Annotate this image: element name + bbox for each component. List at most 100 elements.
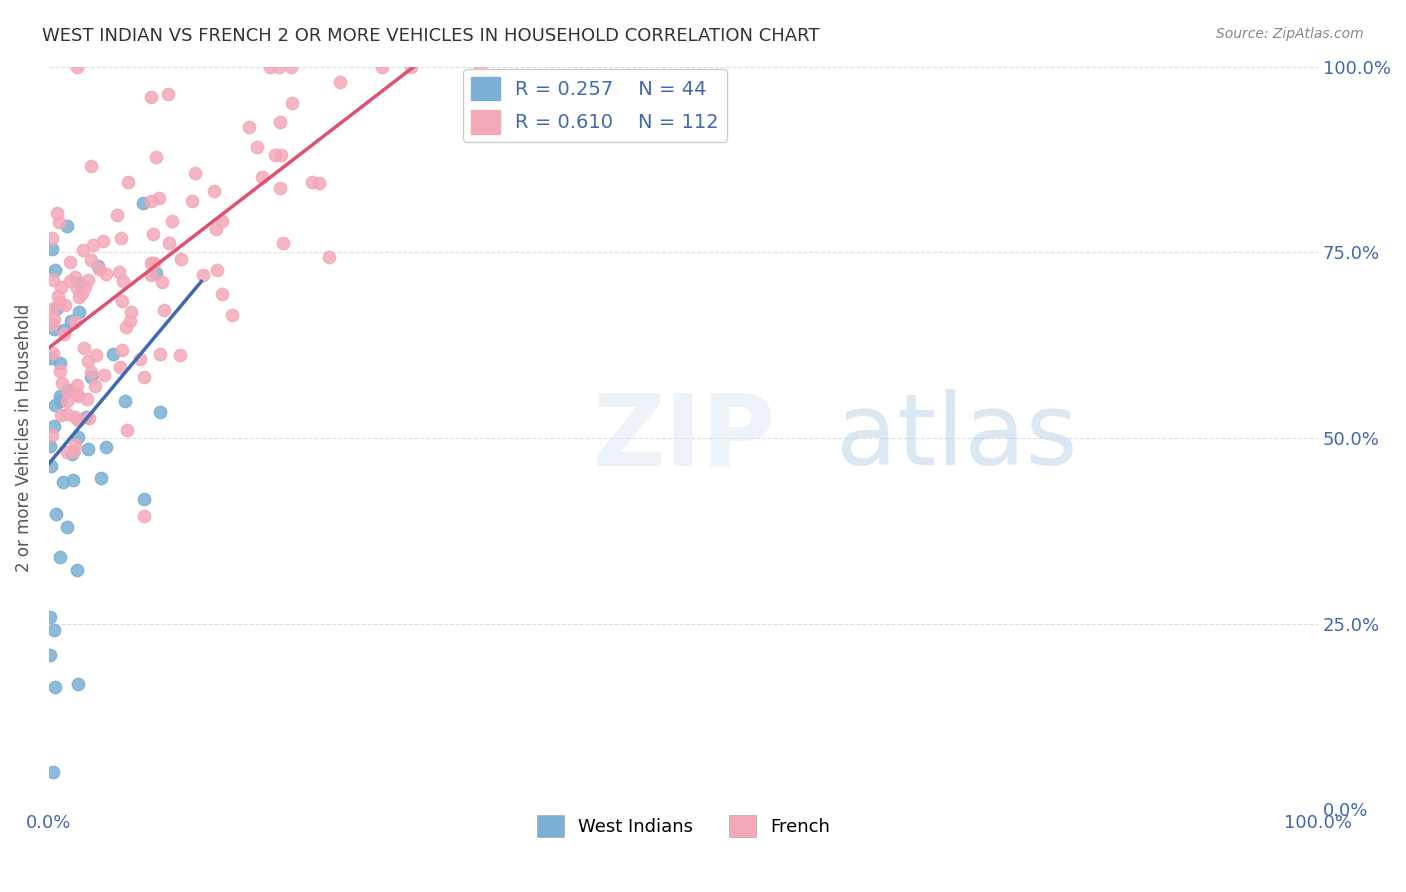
Point [59, 314, 82, 328]
Point [139, 194, 162, 208]
Point [143, 256, 166, 270]
Point [48, 295, 70, 310]
Point [67, 276, 90, 290]
Point [55, 444, 77, 458]
Point [139, 268, 162, 282]
Point [132, 509, 155, 524]
Point [118, 314, 141, 328]
Point [52, 323, 75, 337]
Point [329, 75, 352, 89]
Point [65, 269, 87, 284]
Point [132, 196, 155, 211]
Point [139, 256, 162, 270]
Point [145, 150, 167, 164]
Point [66, 563, 89, 577]
Point [51, 280, 73, 294]
Point [111, 343, 134, 357]
Point [80, 370, 103, 384]
Point [80, 159, 103, 173]
Point [49, 363, 72, 377]
Point [117, 175, 139, 189]
Text: Source: ZipAtlas.com: Source: ZipAtlas.com [1216, 27, 1364, 41]
Point [162, 214, 184, 228]
Point [39, 648, 62, 663]
Point [66, 676, 89, 690]
Point [49, 408, 72, 422]
Point [84, 348, 107, 362]
Point [87, 262, 110, 277]
Point [77, 442, 100, 456]
Point [94, 441, 117, 455]
Point [80, 365, 103, 379]
Point [63, 444, 86, 458]
Point [112, 274, 135, 288]
Point [60, 447, 83, 461]
Point [205, 222, 228, 236]
Point [48, 214, 70, 228]
Point [191, 268, 214, 282]
Point [271, 235, 294, 250]
Y-axis label: 2 or more Vehicles in Household: 2 or more Vehicles in Household [15, 304, 32, 572]
Point [41, 301, 63, 316]
Point [65, 410, 87, 425]
Point [67, 430, 90, 444]
Point [134, 491, 156, 506]
Point [139, 90, 162, 104]
Point [46, 289, 69, 303]
Point [76, 392, 98, 407]
Point [59, 254, 82, 268]
Point [107, 265, 129, 279]
Point [52, 475, 75, 489]
Legend: West Indians, French: West Indians, French [529, 808, 838, 845]
Point [49, 389, 72, 403]
Point [56, 394, 79, 409]
Point [259, 60, 281, 74]
Point [280, 60, 302, 74]
Point [267, 60, 290, 74]
Point [49, 394, 72, 409]
Point [70, 286, 93, 301]
Point [250, 169, 273, 184]
Point [66, 281, 89, 295]
Point [42, 764, 65, 779]
Point [49, 550, 72, 565]
Point [44, 263, 66, 277]
Point [58, 385, 80, 400]
Point [39, 439, 62, 453]
Point [205, 263, 228, 277]
Point [318, 251, 340, 265]
Point [94, 268, 117, 282]
Point [44, 680, 66, 694]
Point [169, 348, 191, 362]
Point [150, 275, 173, 289]
Point [39, 351, 62, 365]
Point [221, 308, 243, 322]
Point [65, 387, 87, 401]
Text: WEST INDIAN VS FRENCH 2 OR MORE VEHICLES IN HOUSEHOLD CORRELATION CHART: WEST INDIAN VS FRENCH 2 OR MORE VEHICLES… [42, 27, 820, 45]
Point [211, 214, 233, 228]
Point [246, 140, 269, 154]
Point [114, 320, 136, 334]
Point [56, 519, 79, 533]
Point [238, 120, 260, 134]
Point [170, 252, 193, 266]
Point [183, 166, 205, 180]
Point [211, 287, 233, 301]
Point [108, 359, 131, 374]
Point [41, 428, 63, 442]
Point [76, 273, 98, 287]
Point [134, 370, 156, 384]
Point [301, 175, 323, 189]
Point [42, 346, 65, 360]
Point [101, 347, 124, 361]
Point [63, 438, 86, 452]
Point [58, 383, 80, 397]
Point [75, 280, 97, 294]
Point [67, 290, 90, 304]
Point [41, 317, 63, 331]
Point [114, 393, 136, 408]
Point [157, 236, 180, 251]
Point [66, 60, 89, 74]
Point [44, 419, 66, 434]
Point [93, 368, 115, 382]
